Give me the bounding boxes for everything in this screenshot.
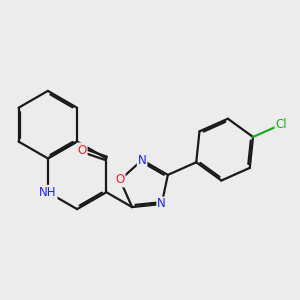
Text: O: O (77, 143, 87, 157)
Text: Cl: Cl (276, 118, 287, 131)
Text: N: N (157, 197, 166, 211)
Text: NH: NH (39, 186, 57, 199)
Text: O: O (116, 173, 124, 186)
Text: N: N (138, 154, 146, 166)
